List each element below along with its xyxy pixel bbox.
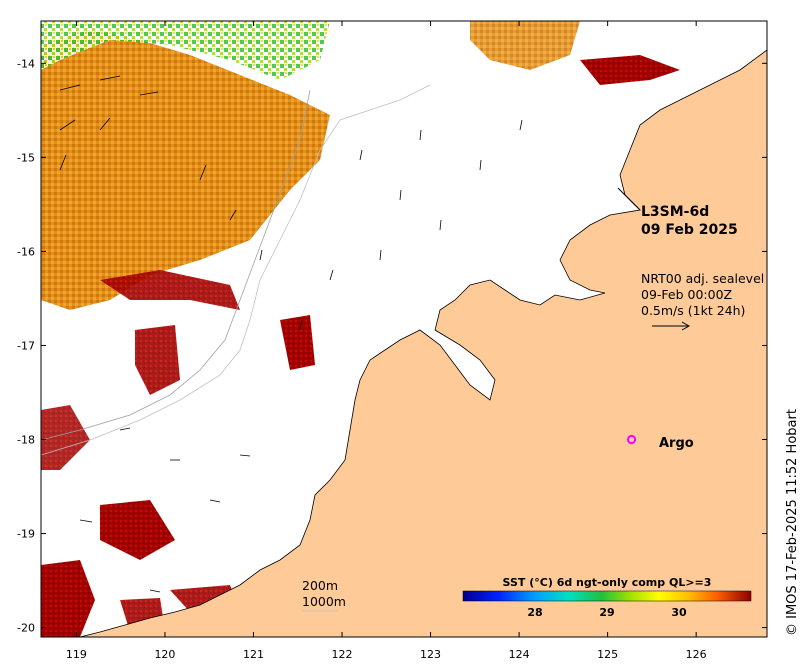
colorbar-tick-label: 30 [671,606,687,619]
x-tick-label: 126 [686,648,707,661]
product-date: 09 Feb 2025 [641,222,738,238]
x-tick-label: 123 [420,648,441,661]
x-tick-label: 121 [243,648,264,661]
scale-arrow-icon [652,321,691,331]
x-axis: 119 120 121 122 123 124 125 126 [66,21,707,661]
y-tick-label: -20 [17,622,35,635]
x-tick-label: 124 [509,648,530,661]
argo-label: Argo [659,436,694,451]
colorbar-label: SST (°C) 6d ngt-only comp QL>=3 [503,576,712,589]
sst-field [41,21,680,637]
contour-200m [41,89,311,441]
contour-1000m [41,84,431,456]
colorbar-ticks: 28 29 30 [527,606,687,619]
credit-text: © IMOS 17-Feb-2025 11:52 Hobart [785,409,800,636]
y-tick-label: -18 [17,434,35,447]
current-vectors [59,75,523,593]
colorbar [462,590,752,602]
x-tick-label: 120 [154,648,175,661]
x-tick-label: 122 [332,648,353,661]
depth-label-1000m: 1000m [302,594,346,609]
y-axis: -14 -15 -16 -17 -18 -19 -20 [17,57,767,635]
y-tick-label: -17 [17,339,35,352]
depth-label-200m: 200m [302,578,338,593]
current-info-line1: NRT00 adj. sealevel [641,271,764,286]
current-info-line3: 0.5m/s (1kt 24h) [641,303,745,318]
x-tick-label: 125 [597,648,618,661]
colorbar-tick-label: 29 [599,606,614,619]
y-tick-label: -16 [17,245,35,258]
x-tick-label: 119 [66,648,87,661]
y-tick-label: -14 [17,57,35,70]
argo-float-marker [626,434,637,445]
y-tick-label: -19 [17,528,35,541]
title-pointer [617,187,641,211]
colorbar-tick-label: 28 [527,606,542,619]
product-title: L3SM-6d [641,204,709,220]
plot-frame [40,20,768,638]
y-tick-label: -15 [17,151,35,164]
current-info-line2: 09-Feb 00:00Z [641,287,732,302]
